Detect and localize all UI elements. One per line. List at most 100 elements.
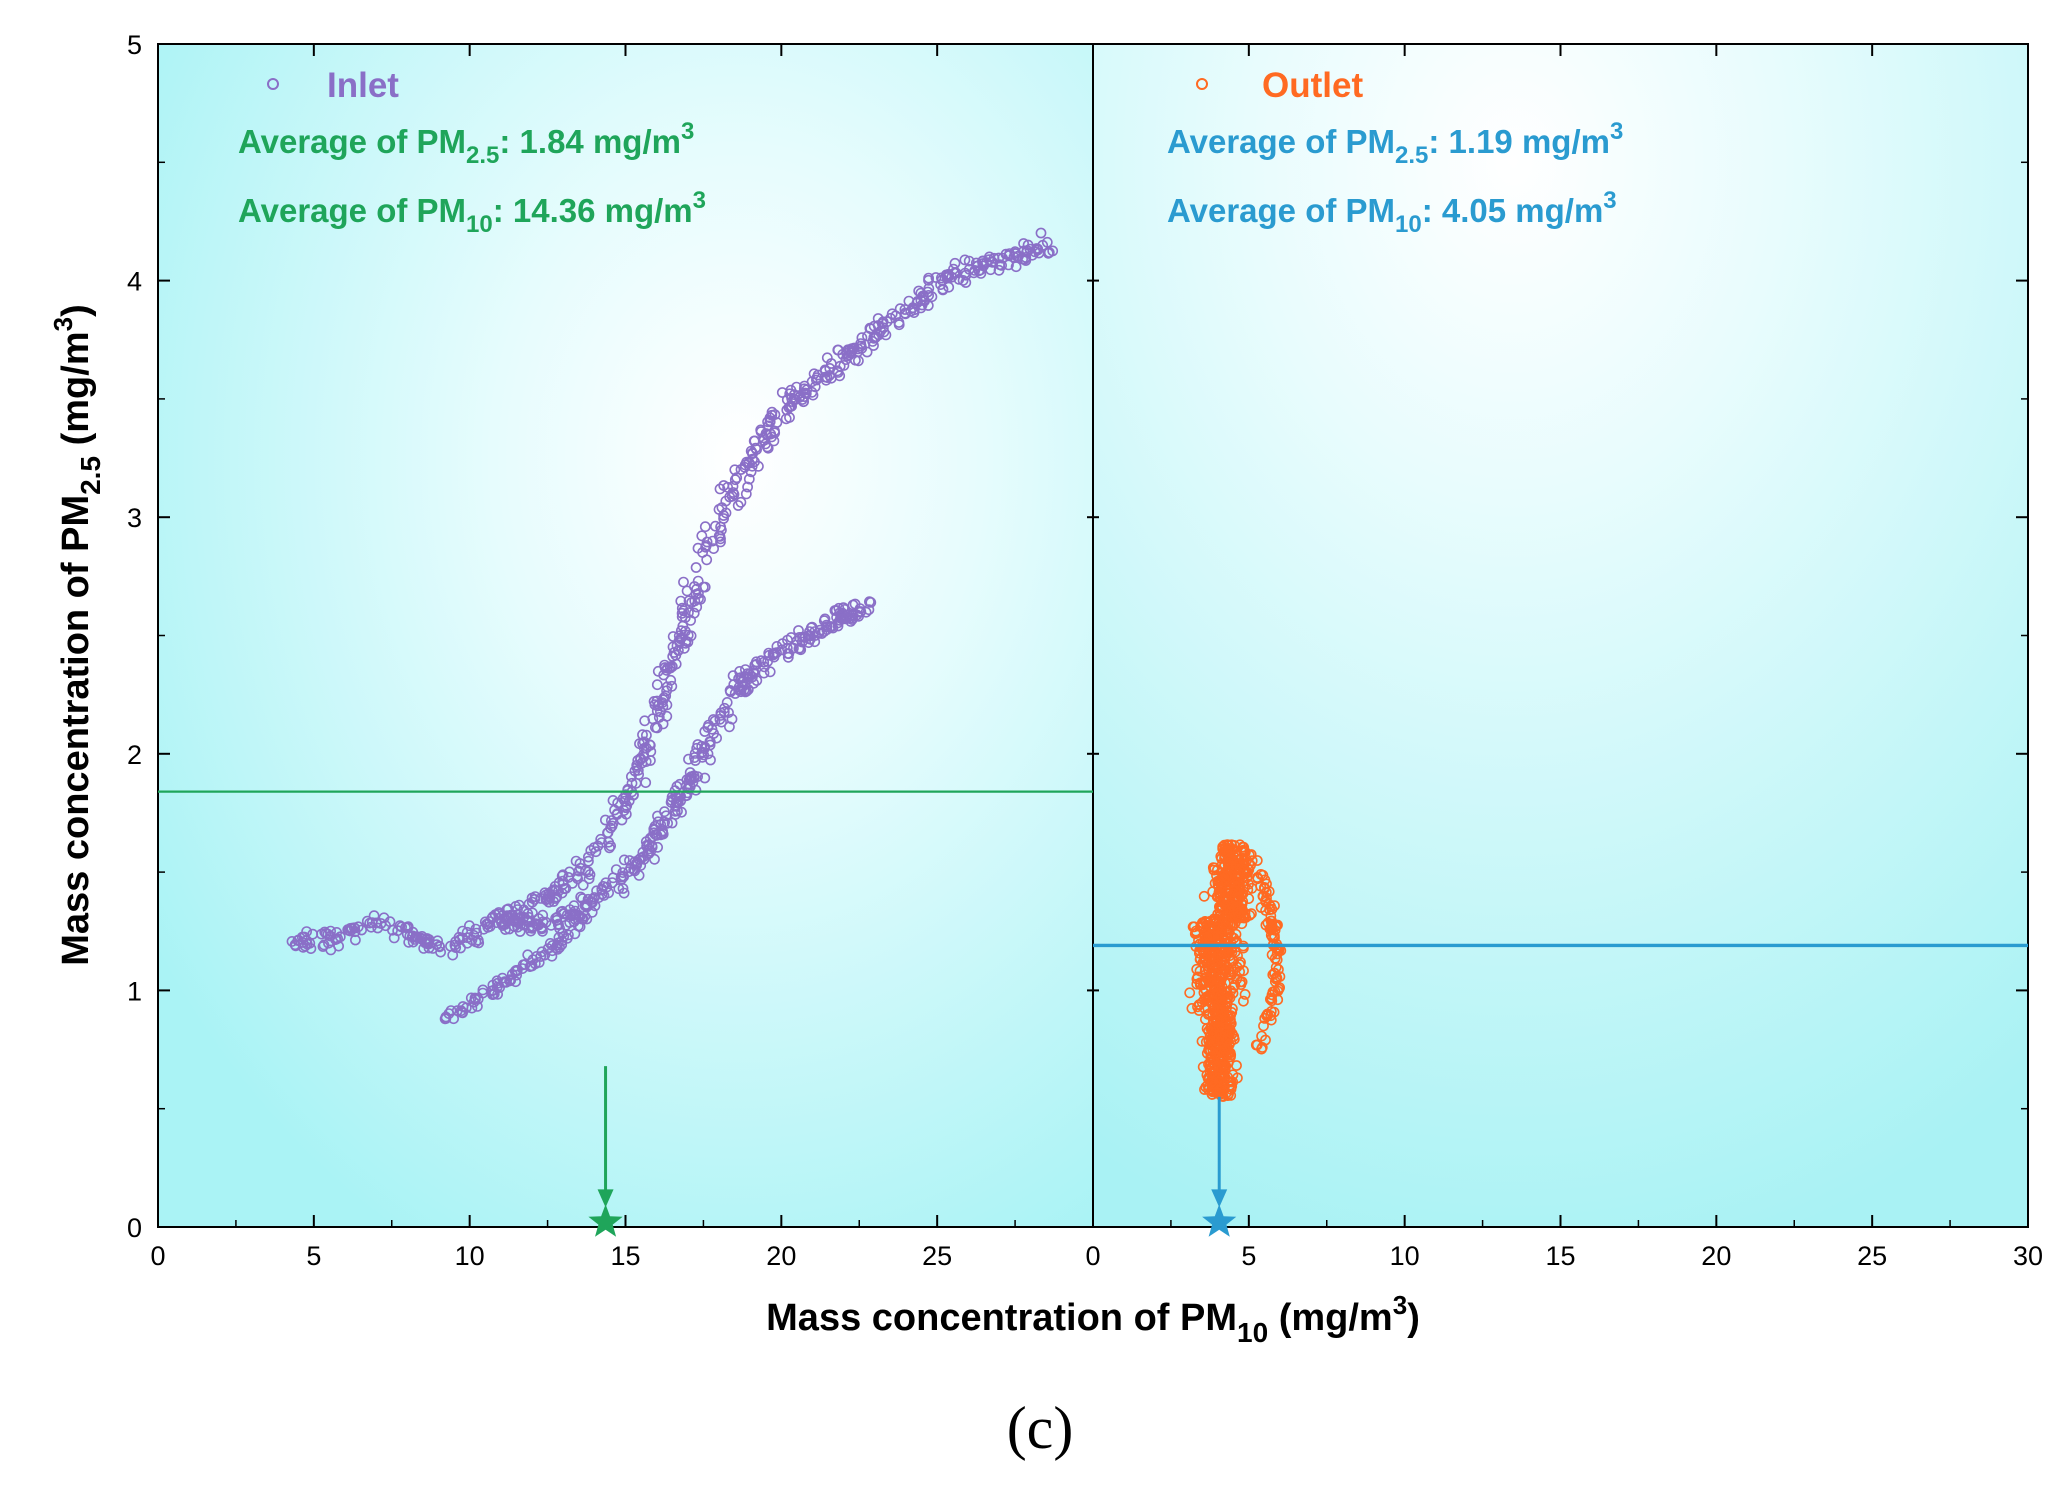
inlet-data-point <box>537 916 549 928</box>
outlet-data-point <box>1261 1010 1272 1021</box>
inlet-data-point <box>486 912 498 924</box>
inlet-data-point <box>573 865 585 877</box>
inlet-data-point <box>683 774 695 785</box>
inlet-data-point <box>660 690 672 702</box>
outlet-data-point <box>1201 1023 1213 1034</box>
outlet-avg-pm10-star <box>1202 1204 1237 1237</box>
inlet-data-point <box>423 934 435 946</box>
inlet-data-point <box>468 930 480 941</box>
inlet-data-point <box>655 819 667 831</box>
inlet-data-point <box>683 753 694 765</box>
inlet-data-point <box>860 606 872 618</box>
inlet-data-point <box>560 883 572 894</box>
outlet-data-point <box>1221 964 1232 976</box>
inlet-data-point <box>631 759 643 771</box>
outlet-data-point <box>1221 1035 1233 1046</box>
inlet-data-point <box>715 533 726 545</box>
x-tick-label: 5 <box>306 1241 321 1271</box>
inlet-data-point <box>735 464 747 475</box>
inlet-data-point <box>576 913 588 925</box>
inlet-data-point <box>584 869 596 880</box>
outlet-data-point <box>1232 850 1243 862</box>
outlet-data-point <box>1238 995 1249 1007</box>
inlet-data-point <box>618 854 630 866</box>
inlet-data-point <box>740 488 752 500</box>
inlet-data-point <box>596 837 607 848</box>
inlet-data-point <box>782 634 793 646</box>
inlet-data-point <box>410 932 422 943</box>
outlet-data-point <box>1212 932 1224 944</box>
x-tick-label: 25 <box>1857 1241 1887 1271</box>
inlet-data-point <box>368 910 380 922</box>
outlet-data-point <box>1214 901 1225 913</box>
inlet-data-point <box>546 945 558 957</box>
inlet-data-point <box>755 424 767 436</box>
inlet-data-point <box>825 372 837 384</box>
outlet-data-point <box>1229 917 1241 929</box>
inlet-data-point <box>941 272 953 283</box>
inlet-legend-marker <box>267 78 279 90</box>
inlet-data-point <box>606 877 618 889</box>
inlet-data-point <box>748 435 760 447</box>
inlet-data-point <box>868 331 880 343</box>
outlet-data-point <box>1255 869 1267 880</box>
inlet-data-point <box>666 680 678 692</box>
outlet-data-point <box>1256 1030 1267 1042</box>
inlet-data-point <box>959 254 971 266</box>
inlet-data-point <box>794 642 806 654</box>
inlet-data-point <box>682 636 694 648</box>
inlet-data-point <box>550 912 561 924</box>
inlet-data-point <box>791 381 802 393</box>
inlet-data-point <box>827 622 839 634</box>
inlet-data-point <box>658 669 670 681</box>
inlet-data-point <box>691 742 703 754</box>
inlet-data-point <box>1031 243 1042 254</box>
outlet-data-point <box>1197 1061 1209 1073</box>
inlet-data-point <box>890 310 902 322</box>
x-tick-label: 10 <box>455 1241 485 1271</box>
x-tick-label: 20 <box>1701 1241 1731 1271</box>
outlet-avg-pm25-label: Average of PM2.5: 1.19 mg/m3 <box>1167 118 1623 169</box>
inlet-data-point <box>758 667 770 679</box>
inlet-data-point <box>638 853 650 865</box>
inlet-data-point <box>786 396 798 407</box>
inlet-data-point <box>298 931 310 943</box>
inlet-data-point <box>714 483 726 495</box>
outlet-data-point <box>1222 1048 1234 1060</box>
inlet-data-point <box>708 543 719 554</box>
inlet-data-point <box>497 972 508 984</box>
y-tick-label: 3 <box>127 503 142 533</box>
inlet-data-point <box>644 832 656 844</box>
inlet-data-point <box>504 975 515 987</box>
inlet-data-point <box>683 595 695 607</box>
inlet-data-point <box>864 596 875 608</box>
inlet-data-point <box>760 438 771 450</box>
outlet-data-point <box>1232 867 1244 879</box>
outlet-data-point <box>1246 855 1258 867</box>
outlet-data-point <box>1227 955 1239 966</box>
y-tick-label: 4 <box>127 267 142 297</box>
inlet-data-point <box>809 626 821 637</box>
inlet-data-point <box>420 934 432 946</box>
inlet-data-point <box>732 500 744 511</box>
inlet-data-point <box>286 936 298 947</box>
inlet-data-point <box>583 851 594 863</box>
outlet-data-point <box>1203 974 1214 985</box>
inlet-data-point <box>529 891 541 902</box>
inlet-data-point <box>639 715 651 727</box>
y-tick-label: 5 <box>127 30 142 60</box>
inlet-data-point <box>742 671 754 683</box>
inlet-data-point <box>330 934 341 945</box>
inlet-data-point <box>641 729 652 741</box>
outlet-data-point <box>1224 1047 1236 1059</box>
outlet-data-point <box>1184 987 1196 999</box>
outlet-arrowhead <box>1211 1189 1228 1208</box>
inlet-data-point <box>349 934 361 946</box>
inlet-data-point <box>908 304 920 316</box>
inlet-legend-label: Inlet <box>327 66 399 105</box>
x-tick-label: 0 <box>150 1241 165 1271</box>
inlet-data-point <box>699 726 711 737</box>
inlet-data-point <box>771 641 783 652</box>
inlet-data-point <box>690 588 702 600</box>
outlet-legend-marker <box>1196 78 1208 90</box>
